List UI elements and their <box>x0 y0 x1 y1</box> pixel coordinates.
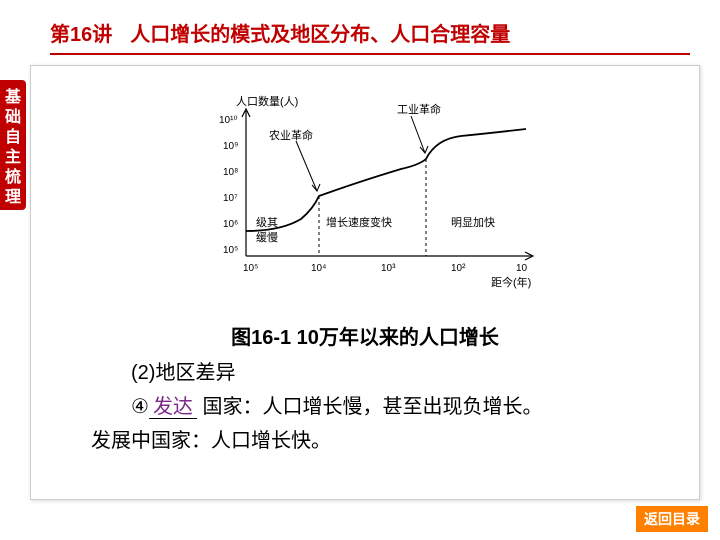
y-axis-label: 人口数量(人) <box>236 95 298 108</box>
body-text: (2)地区差异 ④发达 国家：人口增长慢，甚至出现负增长。 发展中国家：人口增长… <box>91 356 651 458</box>
x-axis-label: 距今(年) <box>491 275 531 289</box>
header-underline <box>50 53 690 55</box>
population-chart: 人口数量(人) 距今(年) 10¹⁰ 10⁹ 10⁸ 10⁷ 10⁶ 10⁵ 1… <box>201 91 551 291</box>
lecture-title: 人口增长的模式及地区分布、人口合理容量 <box>130 24 510 46</box>
header: 第16讲人口增长的模式及地区分布、人口合理容量 <box>0 0 720 65</box>
svg-text:10⁶: 10⁶ <box>223 219 238 230</box>
svg-text:10²: 10² <box>451 263 466 274</box>
svg-text:10⁹: 10⁹ <box>223 141 238 152</box>
svg-text:10⁵: 10⁵ <box>223 245 238 256</box>
svg-text:10³: 10³ <box>381 263 396 274</box>
svg-text:10: 10 <box>516 263 528 274</box>
annot-faster: 增长速度变快 <box>326 215 392 229</box>
body-line3: 发展中国家：人口增长快。 <box>91 424 651 458</box>
svg-text:10⁷: 10⁷ <box>223 193 238 204</box>
annot-accel: 明显加快 <box>451 216 495 229</box>
page-title: 第16讲人口增长的模式及地区分布、人口合理容量 <box>50 18 680 47</box>
content-panel: 人口数量(人) 距今(年) 10¹⁰ 10⁹ 10⁸ 10⁷ 10⁶ 10⁵ 1… <box>30 65 700 500</box>
body-line2: ④发达 国家：人口增长慢，甚至出现负增长。 <box>91 390 651 424</box>
body-line1: (2)地区差异 <box>91 356 651 390</box>
svg-text:10⁵: 10⁵ <box>243 263 258 274</box>
figure-caption: 图16-1 10万年以来的人口增长 <box>31 321 699 350</box>
annot-ind: 工业革命 <box>397 102 441 116</box>
annot-agri: 农业革命 <box>269 128 313 142</box>
svg-text:10¹⁰: 10¹⁰ <box>219 115 237 126</box>
back-to-toc-button[interactable]: 返回目录 <box>636 506 708 532</box>
annot-slow2: 缓慢 <box>256 231 278 244</box>
lecture-number: 第16讲 <box>50 24 112 46</box>
side-tab[interactable]: 基 础 自 主 梳 理 <box>0 80 26 210</box>
blank-answer: 发达 <box>149 396 197 419</box>
annot-slow1: 级其 <box>256 216 278 229</box>
svg-text:10⁴: 10⁴ <box>311 263 326 274</box>
svg-text:10⁸: 10⁸ <box>223 167 238 178</box>
